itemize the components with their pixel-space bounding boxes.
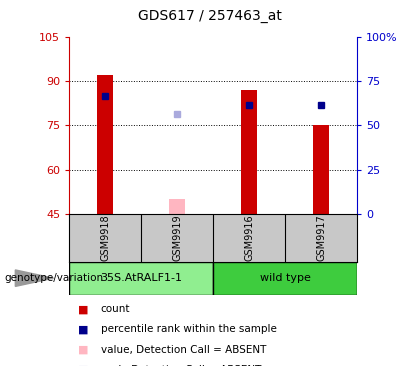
Bar: [97, 75, 113, 214]
Bar: [169, 199, 185, 214]
Text: count: count: [101, 304, 130, 314]
Bar: [213, 262, 357, 295]
Text: GSM9918: GSM9918: [100, 214, 110, 261]
Text: ■: ■: [78, 344, 88, 355]
Text: ■: ■: [78, 324, 88, 335]
Text: ■: ■: [78, 304, 88, 314]
Text: GDS617 / 257463_at: GDS617 / 257463_at: [138, 10, 282, 23]
Bar: [69, 262, 213, 295]
Text: genotype/variation: genotype/variation: [4, 273, 103, 283]
Bar: [241, 90, 257, 214]
Text: wild type: wild type: [260, 273, 310, 283]
Polygon shape: [16, 270, 54, 286]
Text: value, Detection Call = ABSENT: value, Detection Call = ABSENT: [101, 344, 266, 355]
Text: ■: ■: [78, 365, 88, 366]
Text: rank, Detection Call = ABSENT: rank, Detection Call = ABSENT: [101, 365, 261, 366]
Text: 35S.AtRALF1-1: 35S.AtRALF1-1: [100, 273, 182, 283]
Text: GSM9916: GSM9916: [244, 214, 254, 261]
Bar: [313, 125, 329, 214]
Text: percentile rank within the sample: percentile rank within the sample: [101, 324, 277, 335]
Text: GSM9919: GSM9919: [172, 214, 182, 261]
Text: GSM9917: GSM9917: [316, 214, 326, 261]
